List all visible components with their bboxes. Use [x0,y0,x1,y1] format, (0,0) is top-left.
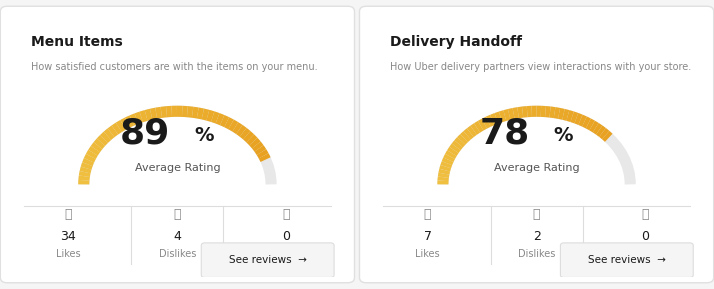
Text: How satisfied customers are with the items on your menu.: How satisfied customers are with the ite… [31,62,318,72]
Text: 💬: 💬 [283,208,290,221]
Text: Dislikes: Dislikes [518,249,555,259]
Text: 👎: 👎 [174,208,181,221]
Text: Delivery Handoff: Delivery Handoff [390,36,522,49]
Text: 👎: 👎 [533,208,540,221]
Text: %: % [553,126,573,145]
FancyBboxPatch shape [560,243,693,277]
FancyBboxPatch shape [201,243,334,277]
Text: 34: 34 [61,230,76,243]
Text: 4: 4 [174,230,181,243]
Text: 0: 0 [642,230,650,243]
FancyBboxPatch shape [359,6,714,283]
Text: Likes: Likes [56,249,81,259]
Text: Average Rating: Average Rating [135,163,220,173]
Text: 👍: 👍 [424,208,431,221]
Text: Likes: Likes [416,249,440,259]
Text: How Uber delivery partners view interactions with your store.: How Uber delivery partners view interact… [390,62,691,72]
Text: 78: 78 [480,117,530,151]
Text: 89: 89 [120,117,171,151]
Text: See reviews  →: See reviews → [588,255,665,265]
Text: 7: 7 [423,230,431,243]
Text: %: % [194,126,214,145]
Text: Menu Items: Menu Items [31,36,123,49]
Text: Comments: Comments [619,249,672,259]
Text: See reviews  →: See reviews → [228,255,306,265]
Text: 💬: 💬 [642,208,649,221]
Text: 2: 2 [533,230,540,243]
Text: Average Rating: Average Rating [494,163,579,173]
FancyBboxPatch shape [0,6,355,283]
Text: 0: 0 [283,230,291,243]
Text: Dislikes: Dislikes [159,249,196,259]
Text: 👍: 👍 [65,208,72,221]
Text: Comments: Comments [260,249,313,259]
